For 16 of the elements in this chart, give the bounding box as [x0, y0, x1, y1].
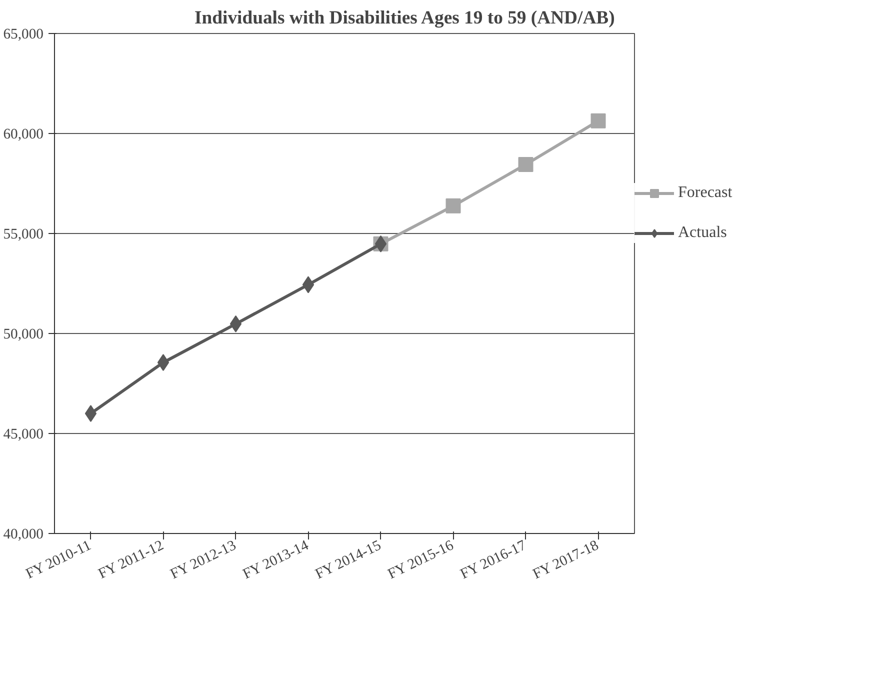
y-tick-label: 60,000: [3, 126, 44, 142]
point: [84, 405, 97, 422]
chart-title: Individuals with Disabilities Ages 19 to 59 (AND/AB): [194, 8, 615, 28]
y-tick-label: 50,000: [3, 326, 44, 342]
point: [446, 198, 461, 214]
point: [230, 315, 242, 332]
y-tick-label: 55,000: [3, 226, 44, 242]
y-tick-label: 65,000: [3, 26, 44, 42]
y-tick-label: 40,000: [3, 526, 44, 542]
point: [157, 354, 170, 371]
legend-label: Actuals: [678, 224, 728, 242]
point: [302, 276, 314, 294]
legend-label: Forecast: [678, 184, 734, 202]
point: [590, 113, 606, 128]
point: [518, 157, 534, 172]
y-tick-label: 45,000: [3, 426, 44, 442]
